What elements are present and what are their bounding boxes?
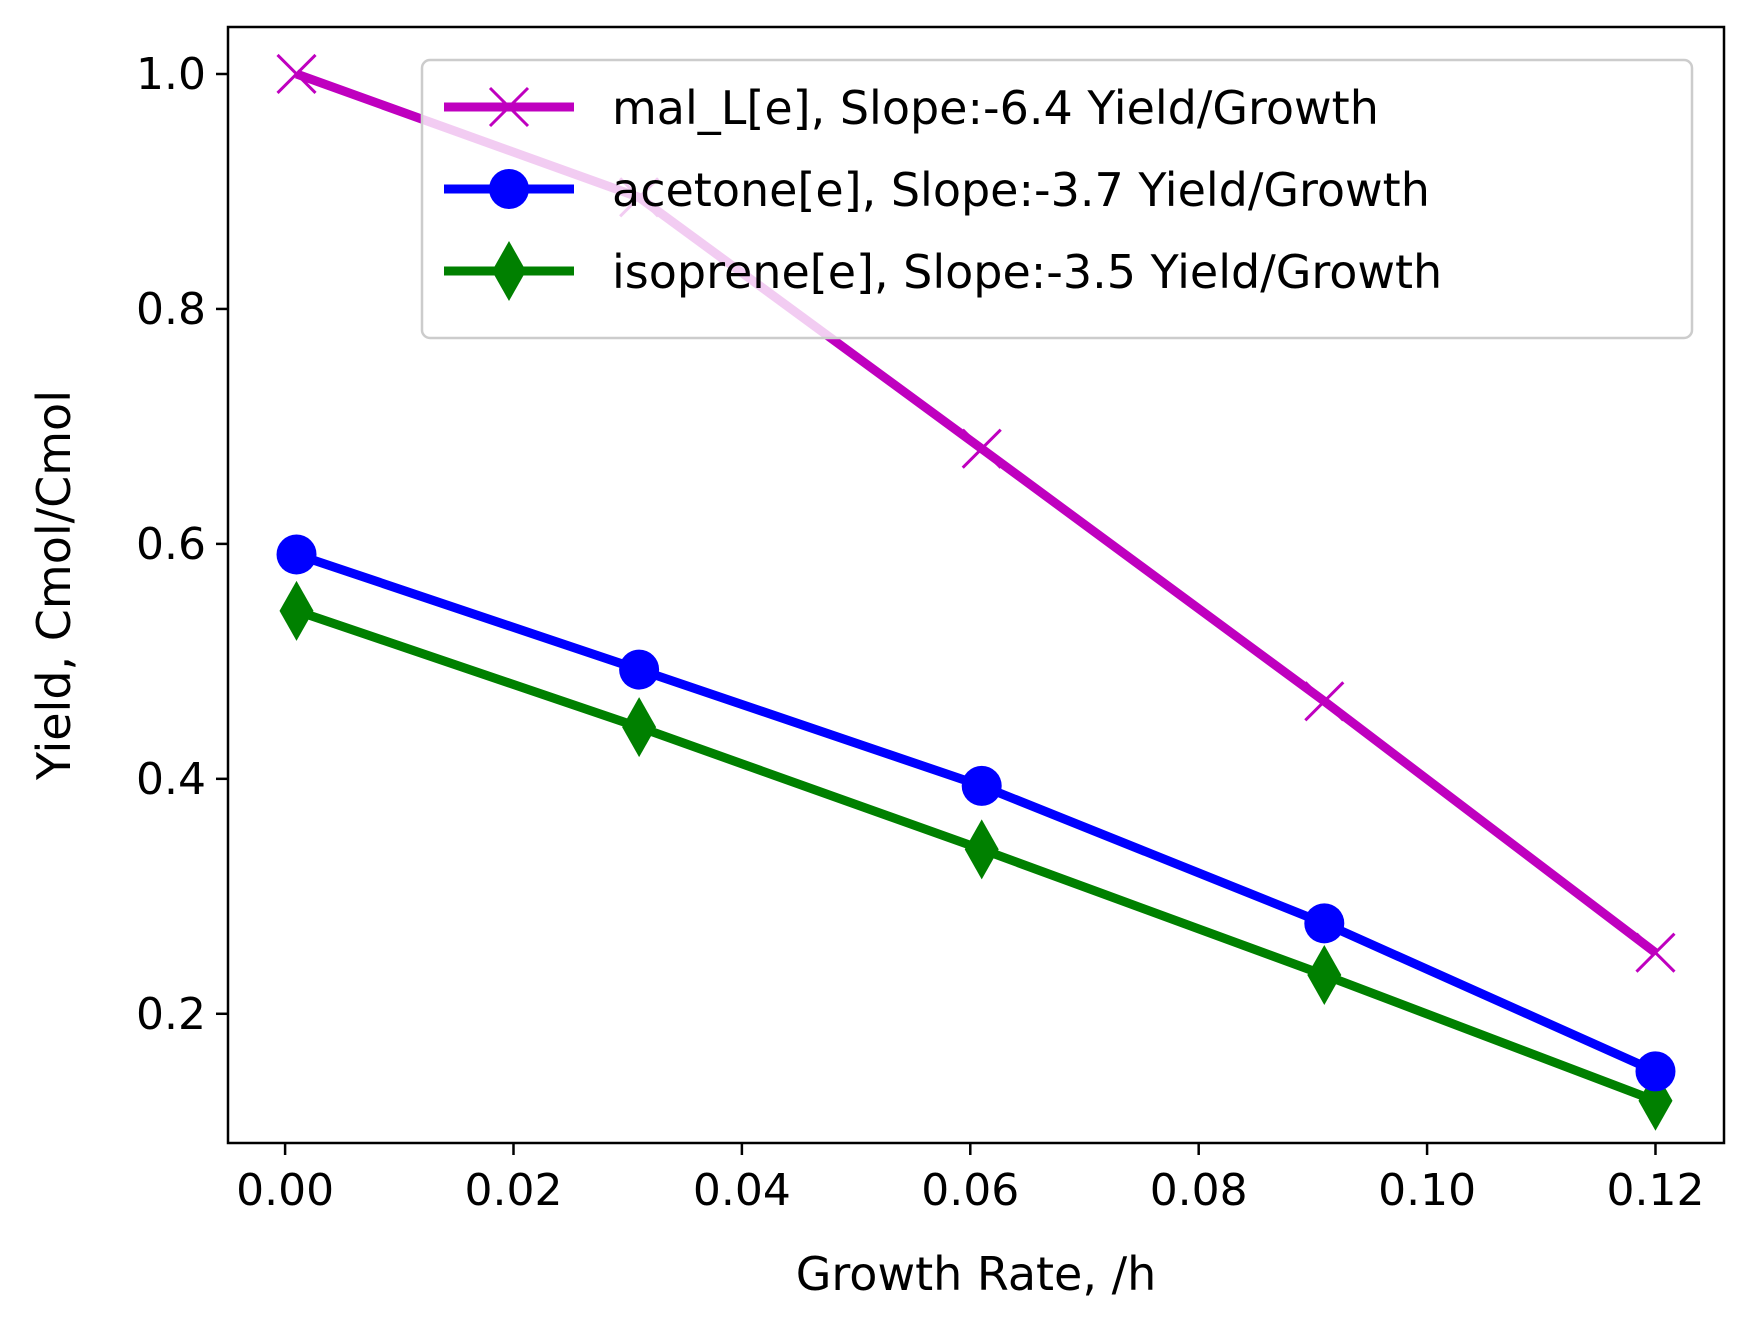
data-point-x-marker	[276, 53, 317, 95]
data-point-x-marker	[1635, 932, 1676, 973]
x-axis-title: Growth Rate, /h	[796, 1247, 1157, 1301]
data-point-circle	[961, 765, 1002, 806]
data-point-x-marker	[1304, 681, 1345, 722]
y-tick-label: 0.8	[136, 284, 206, 335]
x-tick-label: 0.08	[1150, 1165, 1248, 1216]
y-tick-label: 0.6	[136, 519, 206, 570]
x-tick-label: 0.04	[693, 1165, 791, 1216]
series-line	[295, 550, 1658, 1076]
data-point-circle	[619, 649, 660, 690]
data-point-circle	[1635, 1051, 1676, 1092]
x-axis: 0.00 0.02 0.04 0.06 0.08 0.10 0.12	[236, 1143, 1704, 1216]
legend: mal_L[e], Slope:-6.4 Yield/Growth acetone…	[420, 58, 1694, 340]
data-point-circle	[1304, 903, 1345, 944]
data-point-x-marker	[488, 86, 530, 128]
legend-entry: acetone[e], Slope:-3.7 Yield/Growth	[444, 163, 1430, 217]
legend-label: acetone[e], Slope:-3.7 Yield/Growth	[612, 163, 1430, 217]
series-circle	[276, 534, 1676, 1092]
data-point-circle	[276, 534, 317, 575]
legend-entry: isoprene[e], Slope:-3.5 Yield/Growth	[444, 241, 1442, 301]
x-tick-label: 0.06	[921, 1165, 1019, 1216]
legend-label: mal_L[e], Slope:-6.4 Yield/Growth	[612, 81, 1379, 135]
y-tick-label: 1.0	[136, 49, 206, 100]
x-tick-label: 0.12	[1606, 1165, 1704, 1216]
x-tick-label: 0.00	[236, 1165, 334, 1216]
data-point-diamond	[622, 697, 657, 758]
data-point-circle	[489, 169, 529, 209]
data-point-diamond	[1307, 945, 1342, 1006]
series-diamond	[279, 580, 1673, 1131]
legend-entry: mal_L[e], Slope:-6.4 Yield/Growth	[444, 81, 1379, 135]
y-tick-label: 0.2	[136, 989, 206, 1040]
plot-area-frame	[226, 25, 1726, 1145]
legend-label: isoprene[e], Slope:-3.5 Yield/Growth	[612, 245, 1442, 299]
legend-box	[420, 58, 1694, 340]
data-point-diamond	[964, 819, 999, 880]
y-tick-label: 0.4	[136, 754, 206, 805]
y-axis: 0.2 0.4 0.6 0.8 1.0	[136, 49, 228, 1040]
data-point-diamond	[492, 241, 526, 301]
x-tick-label: 0.02	[465, 1165, 563, 1216]
y-axis-title: Yield, Cmol/Cmol	[27, 390, 81, 781]
x-tick-label: 0.10	[1378, 1165, 1476, 1216]
data-point-x-marker	[961, 428, 1002, 469]
data-point-diamond	[279, 580, 314, 641]
